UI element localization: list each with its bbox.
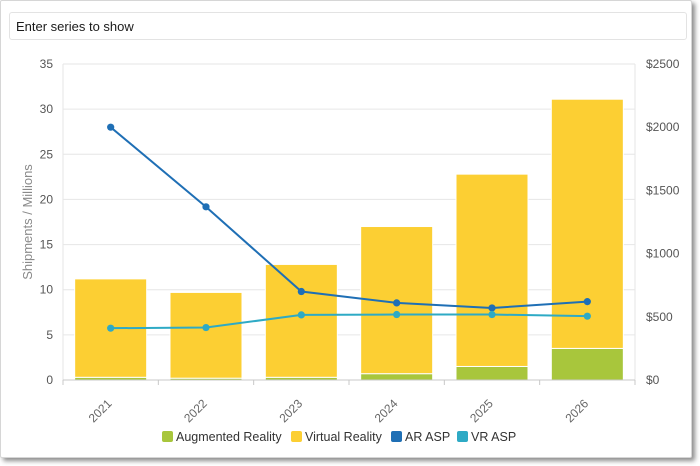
y-left-tick-label: 30	[40, 102, 54, 116]
x-tick-label: 2023	[276, 396, 305, 425]
line-vr-asp	[110, 313, 588, 330]
legend-swatch-ar-asp	[391, 431, 402, 442]
y-left-tick-label: 20	[40, 192, 54, 206]
bar-virtual-reality	[455, 173, 529, 367]
point-ar-asp	[583, 298, 591, 306]
legend-swatch-augmented-reality	[162, 431, 173, 442]
y-right-tick-label: $2000	[646, 120, 680, 134]
legend-label-virtual-reality: Virtual Reality	[305, 430, 383, 444]
point-ar-asp	[107, 123, 115, 131]
legend-swatch-virtual-reality	[291, 431, 302, 442]
point-ar-asp	[297, 287, 305, 296]
y-left-axis-title: Shipments / Millions	[20, 164, 35, 280]
chart: 05101520253035$0$500$1000$1500$2000$2500…	[20, 57, 680, 444]
x-tick-label: 2021	[86, 396, 115, 425]
point-vr-asp	[488, 310, 496, 319]
point-vr-asp	[393, 310, 401, 319]
x-tick-label: 2022	[181, 396, 210, 425]
y-left-tick-label: 25	[40, 147, 54, 161]
x-tick-label: 2024	[372, 396, 401, 425]
y-right-tick-label: $0	[646, 373, 660, 387]
y-right-tick-label: $500	[646, 310, 673, 324]
legend-swatch-vr-asp	[457, 431, 468, 442]
point-ar-asp	[393, 299, 401, 307]
y-right-tick-label: $1500	[646, 183, 680, 197]
point-ar-asp	[202, 203, 210, 211]
chart-panel: 05101520253035$0$500$1000$1500$2000$2500…	[0, 0, 692, 458]
series-search-input[interactable]	[9, 12, 687, 40]
bar-virtual-reality	[550, 98, 624, 349]
bar-virtual-reality	[169, 291, 243, 379]
legend-label-ar-asp: AR ASP	[405, 430, 450, 444]
bar-augmented-reality	[455, 365, 529, 381]
y-left-tick-label: 35	[40, 57, 54, 71]
point-vr-asp	[202, 323, 210, 332]
bar-augmented-reality	[360, 373, 434, 381]
y-right-tick-label: $2500	[646, 57, 680, 71]
point-vr-asp	[297, 311, 305, 319]
line-ar-asp	[110, 126, 588, 309]
point-ar-asp	[488, 304, 496, 312]
y-left-tick-label: 10	[40, 283, 54, 297]
y-right-tick-label: $1000	[646, 247, 680, 261]
y-left-tick-label: 5	[46, 328, 53, 342]
legend-label-vr-asp: VR ASP	[471, 430, 516, 444]
legend-label-augmented-reality: Augmented Reality	[176, 430, 282, 444]
x-tick-label: 2026	[562, 396, 591, 425]
x-tick-label: 2025	[467, 396, 496, 425]
bar-virtual-reality	[264, 263, 338, 378]
y-left-tick-label: 0	[46, 373, 53, 387]
bar-augmented-reality	[550, 347, 624, 381]
y-left-tick-label: 15	[40, 238, 54, 252]
point-vr-asp	[583, 312, 591, 320]
point-vr-asp	[107, 324, 115, 332]
